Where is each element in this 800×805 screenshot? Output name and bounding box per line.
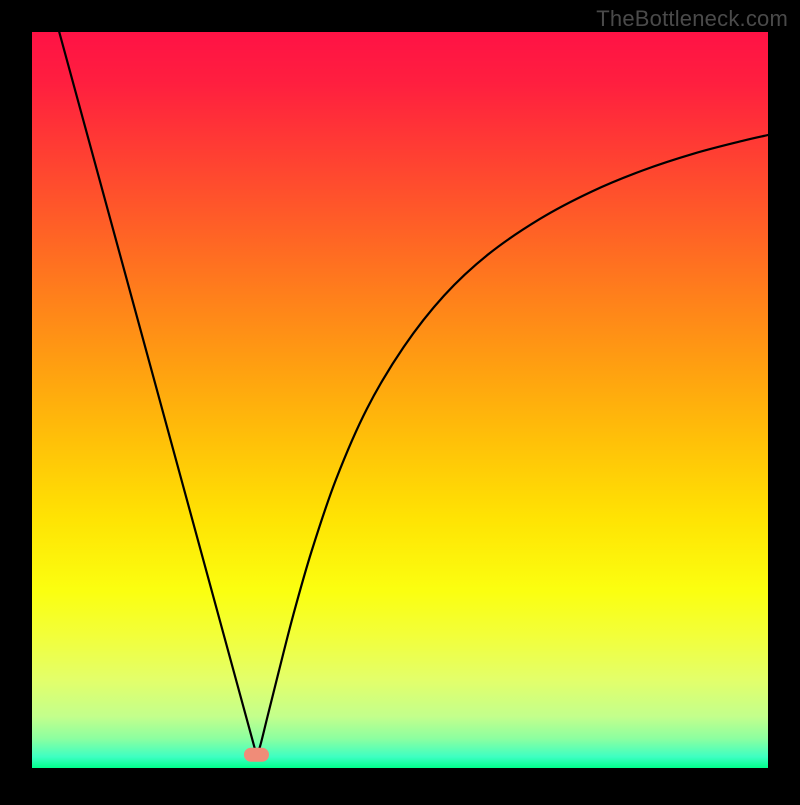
- attribution-text: TheBottleneck.com: [596, 6, 788, 32]
- bottleneck-chart: [0, 0, 800, 800]
- chart-frame: [0, 0, 800, 800]
- bottleneck-marker: [244, 748, 269, 762]
- chart-background: [32, 32, 768, 768]
